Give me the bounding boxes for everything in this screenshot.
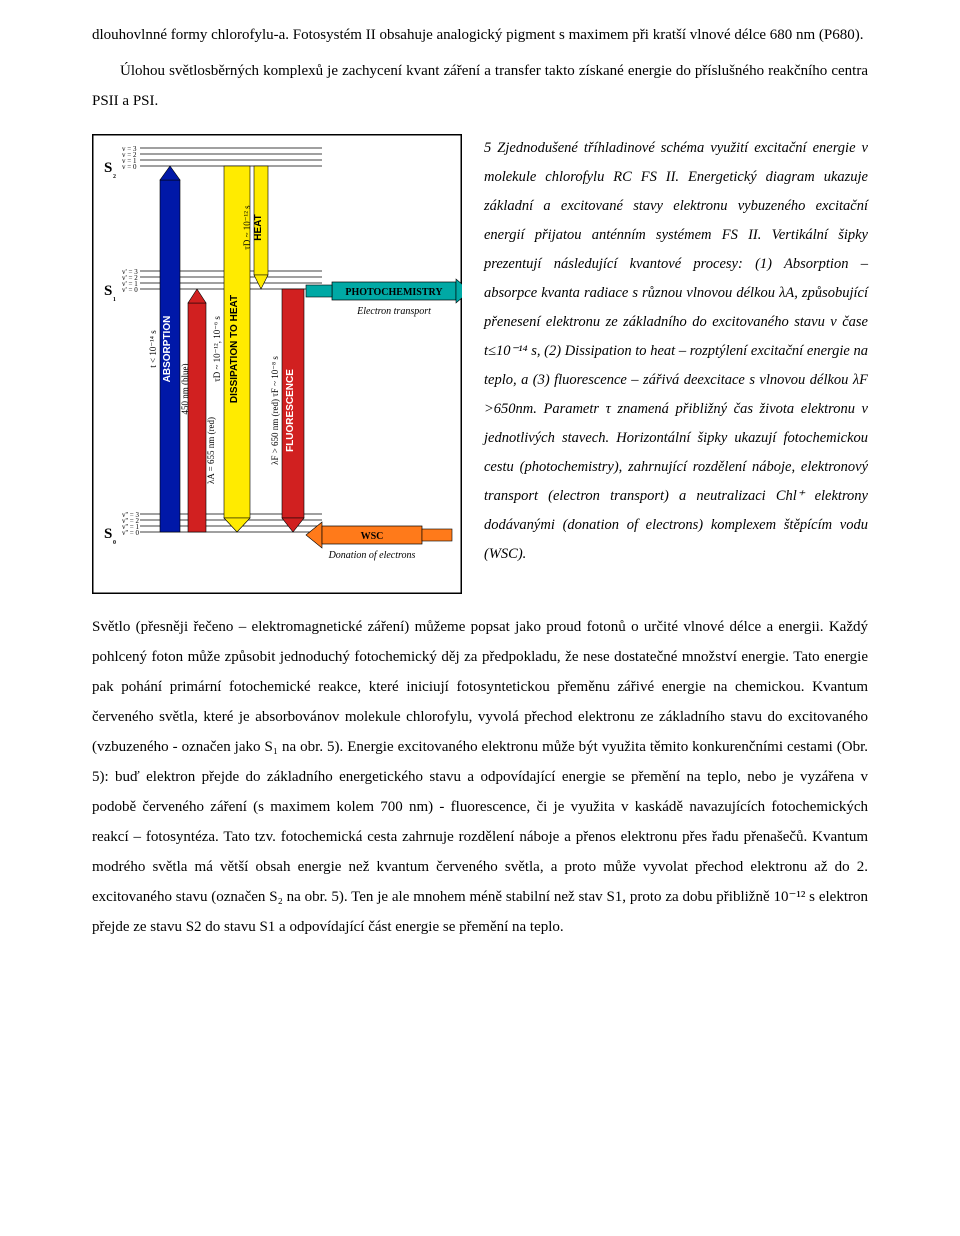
svg-text:₂: ₂ bbox=[113, 168, 116, 179]
svg-text:WSC: WSC bbox=[361, 531, 384, 542]
svg-text:₀: ₀ bbox=[113, 534, 116, 545]
svg-text:S: S bbox=[104, 283, 112, 299]
intro-p2: Úlohou světlosběrných komplexů je zachyc… bbox=[92, 56, 868, 116]
svg-text:λA = 655 nm (red): λA = 655 nm (red) bbox=[206, 417, 216, 484]
svg-text:ABSORPTION: ABSORPTION bbox=[162, 316, 173, 383]
svg-text:₁: ₁ bbox=[113, 291, 116, 302]
intro-p1: dlouhovlnné formy chlorofylu-a. Fotosyst… bbox=[92, 20, 868, 50]
svg-text:S: S bbox=[104, 160, 112, 176]
body-paragraph: Světlo (přesněji řečeno – elektromagneti… bbox=[92, 612, 868, 942]
svg-text:τD ~ 10⁻¹², 10⁻⁶ s: τD ~ 10⁻¹², 10⁻⁶ s bbox=[212, 316, 222, 382]
svg-text:τD ~ 10⁻¹² s: τD ~ 10⁻¹² s bbox=[242, 205, 252, 250]
svg-text:Donation of electrons: Donation of electrons bbox=[328, 550, 416, 561]
svg-text:t < 10⁻¹⁴ s: t < 10⁻¹⁴ s bbox=[148, 330, 158, 368]
svg-text:λF > 650 nm (red) τF ~ 10⁻⁸ s: λF > 650 nm (red) τF ~ 10⁻⁸ s bbox=[270, 356, 280, 465]
svg-text:v'' = 3: v'' = 3 bbox=[122, 511, 139, 519]
svg-text:DISSIPATION TO HEAT: DISSIPATION TO HEAT bbox=[229, 295, 240, 403]
svg-text:Electron transport: Electron transport bbox=[356, 306, 431, 317]
svg-text:v = 3: v = 3 bbox=[122, 145, 137, 153]
svg-text:PHOTOCHEMISTRY: PHOTOCHEMISTRY bbox=[345, 287, 443, 298]
body-text-p: Světlo (přesněji řečeno – elektromagneti… bbox=[92, 612, 868, 942]
svg-text:S: S bbox=[104, 526, 112, 542]
svg-text:FLUORESCENCE: FLUORESCENCE bbox=[285, 369, 296, 452]
figure-caption: 5 Zjednodušené tříhladinové schéma využi… bbox=[484, 134, 868, 569]
energy-diagram-figure: S₂v = 0v = 1v = 2v = 3S₁v' = 0v' = 1v' =… bbox=[92, 134, 462, 594]
intro-block: dlouhovlnné formy chlorofylu-a. Fotosyst… bbox=[92, 20, 868, 116]
svg-text:HEAT: HEAT bbox=[253, 214, 264, 240]
svg-text:v' = 3: v' = 3 bbox=[122, 268, 138, 276]
